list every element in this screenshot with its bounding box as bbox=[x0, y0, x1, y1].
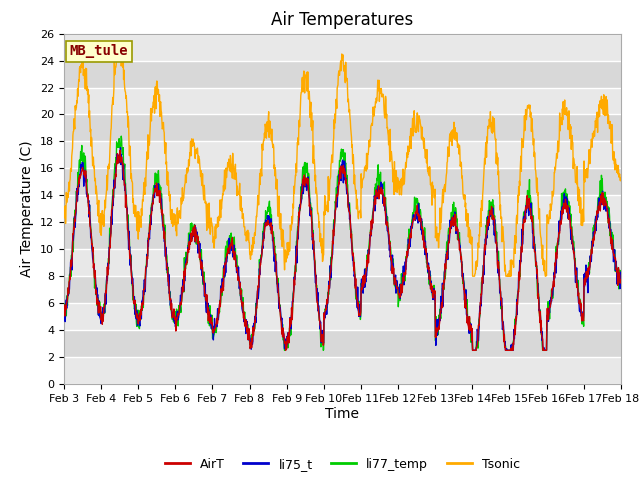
X-axis label: Time: Time bbox=[325, 407, 360, 420]
Bar bbox=[64, 168, 621, 195]
Bar bbox=[64, 303, 621, 330]
Bar bbox=[64, 114, 621, 142]
Text: MB_tule: MB_tule bbox=[70, 44, 128, 58]
Bar bbox=[64, 142, 621, 168]
Bar bbox=[64, 60, 621, 87]
Bar bbox=[64, 195, 621, 222]
Title: Air Temperatures: Air Temperatures bbox=[271, 11, 413, 29]
Legend: AirT, li75_t, li77_temp, Tsonic: AirT, li75_t, li77_temp, Tsonic bbox=[160, 453, 525, 476]
Bar bbox=[64, 249, 621, 276]
Bar bbox=[64, 330, 621, 357]
Bar bbox=[64, 222, 621, 249]
Y-axis label: Air Temperature (C): Air Temperature (C) bbox=[20, 141, 35, 277]
Bar bbox=[64, 34, 621, 60]
Bar bbox=[64, 87, 621, 114]
Bar bbox=[64, 276, 621, 303]
Bar bbox=[64, 357, 621, 384]
